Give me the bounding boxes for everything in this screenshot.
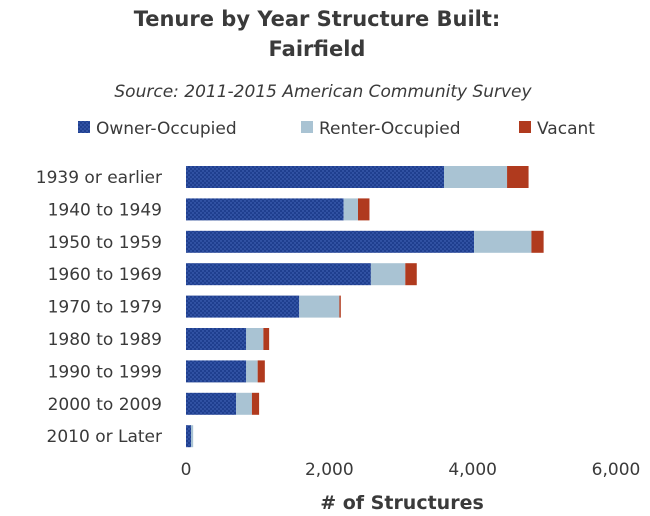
legend-label: Owner-Occupied [96, 119, 237, 139]
category-label: 1990 to 1999 [48, 362, 162, 382]
bar-segment [263, 328, 269, 350]
legend-label: Renter-Occupied [319, 119, 461, 139]
bar-segment [507, 166, 528, 188]
bar-segment [186, 231, 474, 253]
bar-segment [186, 198, 344, 220]
bar-segment [531, 231, 543, 253]
bar-segment [186, 328, 246, 350]
category-label: 1939 or earlier [36, 168, 162, 188]
bar-segment [186, 166, 444, 188]
bar-segment [191, 425, 193, 447]
bar-segment [186, 296, 299, 318]
legend-item-3: Vacant [519, 119, 595, 139]
x-tick-label: 4,000 [448, 460, 497, 480]
legend-item-1: Owner-Occupied [78, 119, 237, 139]
legend-swatch [301, 121, 313, 133]
bar-segment [186, 393, 236, 415]
bar-segment [236, 393, 252, 415]
bar-segment [258, 360, 265, 382]
legend-swatch [78, 121, 90, 133]
bar-segment [444, 166, 507, 188]
bar-segment [186, 360, 246, 382]
bar-segment [246, 328, 263, 350]
category-label: 1960 to 1969 [48, 265, 162, 285]
bar-segment [299, 296, 339, 318]
legend: Owner-Occupied Renter-Occupied Vacant [78, 119, 595, 139]
category-label: 2000 to 2009 [48, 395, 162, 415]
x-tick-label: 2,000 [305, 460, 354, 480]
x-axis-title: # of Structures [320, 492, 484, 514]
bar-segment [344, 198, 358, 220]
x-tick-label: 6,000 [592, 460, 641, 480]
category-label: 1980 to 1989 [48, 330, 162, 350]
bar-segment [474, 231, 531, 253]
bar-segment [405, 263, 416, 285]
chart-subtitle: Source: 2011-2015 American Community Sur… [114, 82, 532, 102]
bar-segment [186, 263, 371, 285]
x-tick-label: 0 [181, 460, 192, 480]
value-axis: 0 2,000 4,000 6,000 [181, 460, 641, 480]
bar-segment [252, 393, 259, 415]
legend-swatch [519, 121, 531, 133]
bars [186, 166, 544, 447]
legend-label: Vacant [537, 119, 595, 139]
bar-segment [246, 360, 257, 382]
category-label: 1940 to 1949 [48, 200, 162, 220]
chart-title-line-2: Fairfield [269, 37, 366, 61]
bar-segment [358, 198, 369, 220]
chart-title-line-1: Tenure by Year Structure Built: [134, 7, 501, 31]
category-axis: 1939 or earlier 1940 to 1949 1950 to 1959 1… [36, 168, 162, 447]
bar-segment [371, 263, 405, 285]
category-label: 1950 to 1959 [48, 233, 162, 253]
category-label: 1970 to 1979 [48, 298, 162, 318]
legend-item-2: Renter-Occupied [301, 119, 461, 139]
bar-segment [186, 425, 191, 447]
category-label: 2010 or Later [47, 427, 162, 447]
bar-segment [339, 296, 340, 318]
